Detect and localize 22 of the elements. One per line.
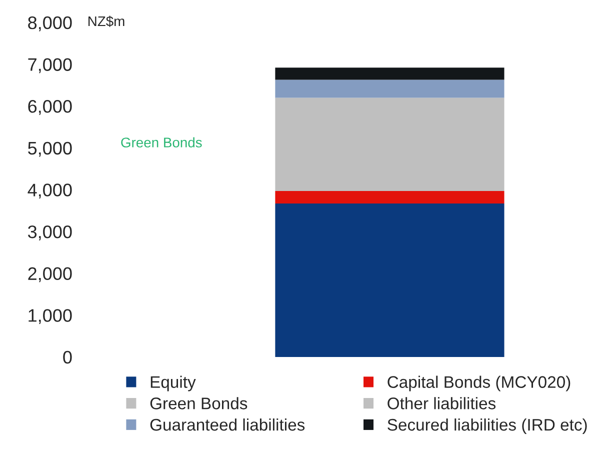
y-tick-label: 8,000 (28, 16, 72, 32)
bar (275, 68, 504, 80)
bar (275, 204, 504, 357)
y-tick-label: 7,000 (28, 58, 72, 74)
y-tick-label: 0 (63, 350, 72, 364)
y-tick-label: 3,000 (28, 225, 72, 240)
legend-label: Green Bonds (150, 397, 248, 410)
y-tick-label: 1,000 (28, 309, 72, 324)
legend-label: Guaranteed liabilities (150, 418, 305, 431)
y-tick-label: 6,000 (28, 100, 72, 115)
bar (275, 80, 504, 98)
legend-label: Equity (150, 376, 196, 392)
y-axis-title: NZ$m (88, 16, 124, 28)
text: Green Bonds (121, 137, 202, 148)
legend-label: Capital Bonds (MCY020) (388, 376, 570, 392)
y-tick-label: 2,000 (28, 267, 72, 282)
y-tick-label: 4,000 (28, 184, 72, 199)
bar (275, 190, 504, 204)
bar (275, 98, 504, 191)
y-tick-label: 5,000 (28, 142, 72, 157)
legend-label: Other liabilities (388, 397, 496, 410)
legend-label: Secured liabilities (IRD etc) (388, 418, 587, 434)
